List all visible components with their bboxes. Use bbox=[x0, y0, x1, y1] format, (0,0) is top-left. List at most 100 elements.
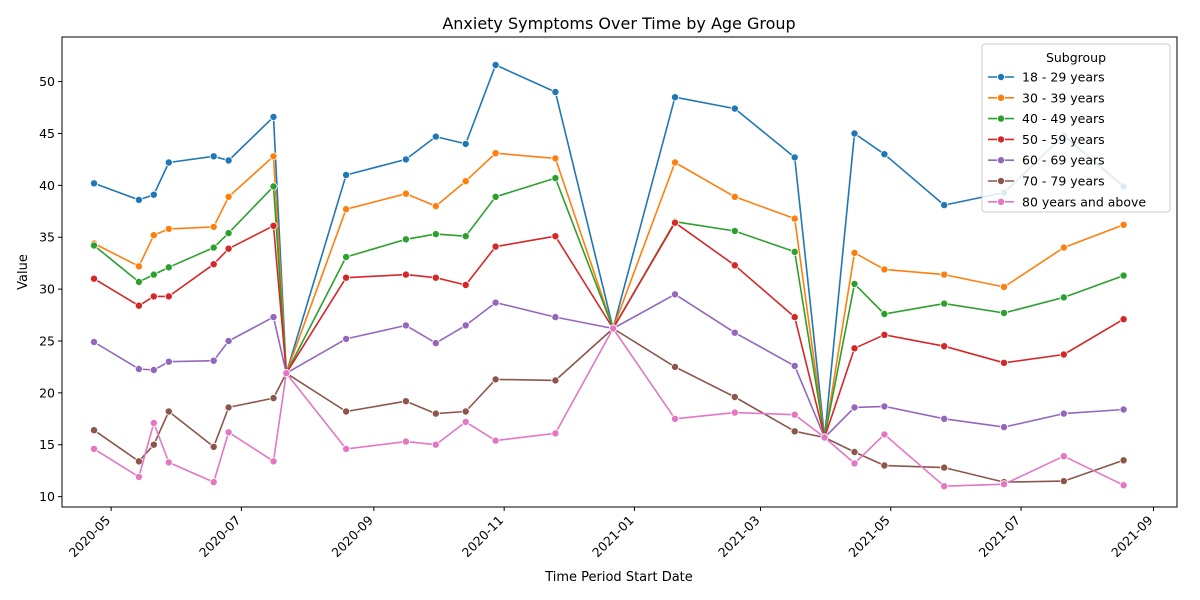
data-point bbox=[134, 457, 143, 466]
data-point bbox=[790, 361, 799, 370]
data-point bbox=[431, 230, 440, 239]
data-point bbox=[134, 262, 143, 271]
legend-title: Subgroup bbox=[1046, 50, 1106, 65]
data-point bbox=[671, 362, 680, 371]
legend-swatch-marker bbox=[997, 114, 1006, 123]
legend-item: 18 - 29 years bbox=[988, 70, 1105, 85]
data-point bbox=[164, 158, 173, 167]
data-point bbox=[790, 214, 799, 223]
data-point bbox=[342, 205, 351, 214]
data-point bbox=[461, 407, 470, 416]
data-point bbox=[850, 344, 859, 353]
data-point bbox=[1059, 477, 1068, 486]
y-tick-label: 40 bbox=[39, 178, 55, 193]
data-point bbox=[282, 369, 291, 378]
data-point bbox=[90, 444, 99, 453]
data-point bbox=[431, 409, 440, 418]
legend-item: 60 - 69 years bbox=[988, 153, 1105, 168]
chart-title: Anxiety Symptoms Over Time by Age Group bbox=[442, 14, 795, 33]
data-point bbox=[401, 437, 410, 446]
data-point bbox=[1000, 282, 1009, 291]
legend-label: 30 - 39 years bbox=[1022, 90, 1105, 105]
data-point bbox=[880, 461, 889, 470]
data-point bbox=[149, 270, 158, 279]
data-point bbox=[940, 201, 949, 210]
data-point bbox=[149, 190, 158, 199]
y-tick-label: 30 bbox=[39, 282, 55, 297]
y-axis-label: Value bbox=[16, 254, 31, 290]
legend-swatch-marker bbox=[997, 135, 1006, 144]
x-tick-label: 2020-05 bbox=[66, 513, 114, 561]
data-point bbox=[850, 279, 859, 288]
data-point bbox=[401, 155, 410, 164]
data-point bbox=[461, 417, 470, 426]
legend-swatch-marker bbox=[997, 156, 1006, 165]
data-point bbox=[551, 232, 560, 241]
data-point bbox=[149, 292, 158, 301]
legend-item: 30 - 39 years bbox=[988, 90, 1105, 105]
data-point bbox=[461, 139, 470, 148]
data-point bbox=[224, 244, 233, 253]
data-point bbox=[342, 444, 351, 453]
data-point bbox=[850, 129, 859, 138]
x-axis-label: Time Period Start Date bbox=[544, 570, 693, 585]
data-point bbox=[1119, 481, 1128, 490]
data-point bbox=[790, 247, 799, 256]
data-point bbox=[551, 429, 560, 438]
data-point bbox=[940, 299, 949, 308]
data-point bbox=[461, 232, 470, 241]
data-point bbox=[164, 263, 173, 272]
data-point bbox=[850, 403, 859, 412]
data-point bbox=[1000, 308, 1009, 317]
data-point bbox=[790, 313, 799, 322]
legend-item: 70 - 79 years bbox=[988, 174, 1105, 189]
legend-label: 18 - 29 years bbox=[1022, 70, 1105, 85]
data-point bbox=[269, 221, 278, 230]
data-point bbox=[209, 356, 218, 365]
data-point bbox=[671, 414, 680, 423]
data-point bbox=[671, 158, 680, 167]
data-point bbox=[224, 428, 233, 437]
data-point bbox=[431, 339, 440, 348]
data-point bbox=[149, 418, 158, 427]
x-tick-label: 2021-01 bbox=[589, 513, 637, 561]
data-point bbox=[461, 177, 470, 186]
data-point bbox=[209, 478, 218, 487]
data-point bbox=[224, 336, 233, 345]
data-point bbox=[431, 273, 440, 282]
data-point bbox=[209, 442, 218, 451]
data-point bbox=[269, 152, 278, 161]
data-point bbox=[1119, 315, 1128, 324]
y-tick-label: 50 bbox=[39, 74, 55, 89]
data-point bbox=[940, 414, 949, 423]
x-tick-label: 2020-11 bbox=[459, 513, 507, 561]
legend-swatch-marker bbox=[997, 73, 1006, 82]
data-point bbox=[790, 410, 799, 419]
data-point bbox=[820, 433, 829, 442]
data-point bbox=[671, 290, 680, 299]
data-point bbox=[1000, 423, 1009, 432]
data-point bbox=[164, 292, 173, 301]
series-7 bbox=[90, 324, 1128, 491]
legend-swatch-marker bbox=[997, 93, 1006, 102]
data-point bbox=[149, 365, 158, 374]
data-point bbox=[431, 440, 440, 449]
data-point bbox=[491, 436, 500, 445]
data-point bbox=[164, 224, 173, 233]
y-tick-label: 35 bbox=[39, 230, 55, 245]
data-point bbox=[342, 273, 351, 282]
data-point bbox=[431, 202, 440, 211]
data-point bbox=[209, 243, 218, 252]
x-tick-label: 2020-09 bbox=[328, 512, 376, 560]
data-point bbox=[269, 457, 278, 466]
data-point bbox=[940, 270, 949, 279]
data-point bbox=[1000, 480, 1009, 489]
data-point bbox=[224, 403, 233, 412]
data-point bbox=[401, 189, 410, 198]
y-tick-label: 20 bbox=[39, 385, 55, 400]
data-point bbox=[342, 334, 351, 343]
data-point bbox=[90, 241, 99, 250]
data-point bbox=[940, 463, 949, 472]
data-point bbox=[940, 482, 949, 491]
